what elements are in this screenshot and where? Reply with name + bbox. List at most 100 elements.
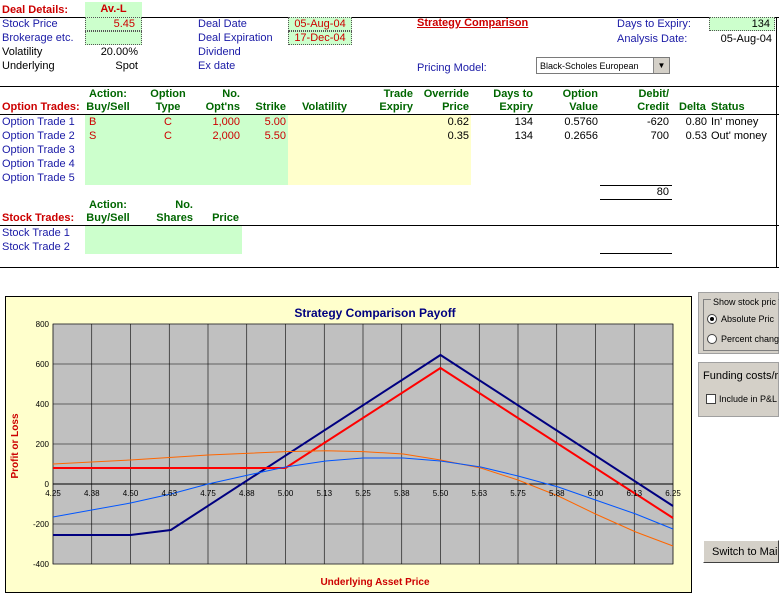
stock-price-cell[interactable]: 5.45 — [85, 17, 142, 31]
option-input-area[interactable] — [85, 115, 288, 185]
x-tick-label: 5.25 — [355, 489, 371, 498]
include-pl-checkbox[interactable] — [706, 394, 716, 404]
y-tick-label: -200 — [33, 520, 50, 529]
dividend-label: Dividend — [198, 46, 241, 58]
x-tick-label: 5.88 — [549, 489, 565, 498]
series-line-2 — [53, 366, 674, 519]
header-delta: Delta — [679, 101, 706, 113]
option-trade-2-delta: 0.53 — [685, 130, 707, 142]
deal-details-header: Deal Details: — [2, 4, 69, 16]
stock-header-price: Price — [212, 212, 239, 224]
pricing-model-label: Pricing Model: — [417, 62, 487, 74]
option-trade-1-status: In' money — [711, 116, 759, 128]
override-input-area[interactable] — [288, 115, 471, 185]
header-trade-expiry: Trade Expiry — [379, 88, 413, 113]
stock-header-no-shares: No. Shares — [156, 199, 193, 224]
stock-header-action: Action: Buy/Sell — [86, 199, 130, 224]
pricing-model-select[interactable]: Black-Scholes European ▼ — [536, 57, 670, 74]
series-line-4 — [52, 457, 674, 530]
days-to-expiry-cell[interactable]: 134 — [709, 17, 775, 31]
brokerage-label: Brokerage etc. — [2, 32, 74, 44]
x-tick-label: 5.00 — [278, 489, 294, 498]
switch-to-main-button[interactable]: Switch to Mai — [703, 540, 779, 563]
analysis-date-label: Analysis Date: — [617, 33, 688, 45]
volatility-value[interactable]: 20.00% — [100, 46, 138, 58]
header-strike: Strike — [255, 101, 286, 113]
option-trade-1-delta: 0.80 — [685, 116, 707, 128]
option-trade-2-status: Out' money — [711, 130, 767, 142]
funding-costs-label: Funding costs/r — [703, 370, 779, 382]
analysis-date-value[interactable]: 05-Aug-04 — [720, 33, 772, 45]
option-trade-1-label: Option Trade 1 — [2, 116, 75, 128]
percent-change-radio[interactable] — [707, 334, 717, 344]
option-trade-2-type[interactable]: C — [164, 130, 172, 142]
deal-expiration-cell[interactable]: 17-Dec-04 — [288, 31, 352, 45]
chevron-down-icon[interactable]: ▼ — [653, 58, 669, 73]
y-tick-label: 800 — [36, 320, 50, 329]
option-trade-1-strike[interactable]: 5.00 — [264, 116, 286, 128]
option-trade-2-days: 134 — [514, 130, 533, 142]
underlying-value[interactable]: Spot — [115, 60, 138, 72]
option-trade-2-strike[interactable]: 5.50 — [264, 130, 286, 142]
option-trade-1-override[interactable]: 0.62 — [447, 116, 469, 128]
payoff-chart[interactable]: Strategy Comparison Payoff 4.25 4.38 4.50 4… — [5, 296, 692, 593]
header-days-to-expiry: Days to Expiry — [493, 88, 533, 113]
underlying-label: Underlying — [2, 60, 55, 72]
y-tick-label: 200 — [36, 440, 50, 449]
option-trade-2-action[interactable]: S — [89, 130, 97, 142]
deal-name-cell[interactable]: Av.-L — [85, 2, 142, 17]
y-tick-label: -400 — [33, 560, 50, 569]
x-tick-label: 4.25 — [45, 489, 61, 498]
days-to-expiry-label: Days to Expiry: — [617, 18, 691, 30]
x-tick-label: 4.50 — [123, 489, 139, 498]
show-stock-price-label: Show stock pric — [711, 296, 779, 309]
option-trade-1-type[interactable]: C — [164, 116, 172, 128]
debit-credit-total: 80 — [656, 186, 669, 198]
stock-price-label: Stock Price — [2, 18, 58, 30]
include-pl-label: Include in P&L — [719, 394, 778, 404]
stock-trades-header: Stock Trades: — [2, 212, 75, 224]
deal-date-cell[interactable]: 05-Aug-04 — [288, 17, 352, 31]
header-debit-credit: Debit/Credit — [637, 88, 669, 113]
x-tick-label: 4.63 — [161, 489, 177, 498]
percent-change-label: Percent chang — [721, 334, 779, 344]
stock-input-area[interactable] — [85, 226, 242, 254]
header-action: Action: Buy/Sell — [86, 88, 130, 113]
stock-trade-2-label: Stock Trade 2 — [2, 241, 70, 253]
absolute-price-label: Absolute Pric — [721, 314, 775, 324]
strategy-comparison-link[interactable]: Strategy Comparison — [417, 17, 529, 29]
option-trade-2-debit: 700 — [650, 130, 669, 142]
header-option-value: Option Value — [562, 88, 598, 113]
payoff-chart-svg: Strategy Comparison Payoff 4.25 4.38 4.50 4… — [10, 306, 681, 588]
option-trades-header: Option Trades: — [2, 101, 80, 113]
x-tick-label: 4.38 — [84, 489, 100, 498]
option-trade-1-no[interactable]: 1,000 — [212, 116, 240, 128]
option-trade-2-no[interactable]: 2,000 — [212, 130, 240, 142]
header-no-options: No. Opt'ns — [205, 88, 240, 113]
option-trade-5-label: Option Trade 5 — [2, 172, 75, 184]
option-trade-1-value: 0.5760 — [564, 116, 598, 128]
x-tick-label: 4.75 — [200, 489, 216, 498]
y-tick-label: 0 — [45, 480, 50, 489]
x-tick-label: 5.63 — [471, 489, 487, 498]
volatility-label: Volatility — [2, 46, 43, 58]
pricing-model-value: Black-Scholes European — [540, 61, 639, 71]
option-trade-1-debit: -620 — [646, 116, 669, 128]
brokerage-cell[interactable] — [85, 31, 142, 45]
series-line-3 — [52, 450, 674, 547]
y-tick-label: 400 — [36, 400, 50, 409]
x-tick-label: 5.13 — [316, 489, 332, 498]
ex-date-label: Ex date — [198, 60, 236, 72]
x-tick-label: 4.88 — [239, 489, 255, 498]
option-trade-2-override[interactable]: 0.35 — [447, 130, 469, 142]
option-trade-3-label: Option Trade 3 — [2, 144, 75, 156]
x-tick-label: 5.50 — [433, 489, 449, 498]
x-tick-label: 6.13 — [626, 489, 642, 498]
absolute-price-radio[interactable] — [707, 314, 717, 324]
option-trade-1-action[interactable]: B — [89, 116, 97, 128]
option-trade-4-label: Option Trade 4 — [2, 158, 75, 170]
header-override-price: Override Price — [423, 88, 469, 113]
stock-trade-1-label: Stock Trade 1 — [2, 227, 70, 239]
x-tick-label: 5.75 — [510, 489, 526, 498]
x-tick-label: 6.00 — [588, 489, 604, 498]
